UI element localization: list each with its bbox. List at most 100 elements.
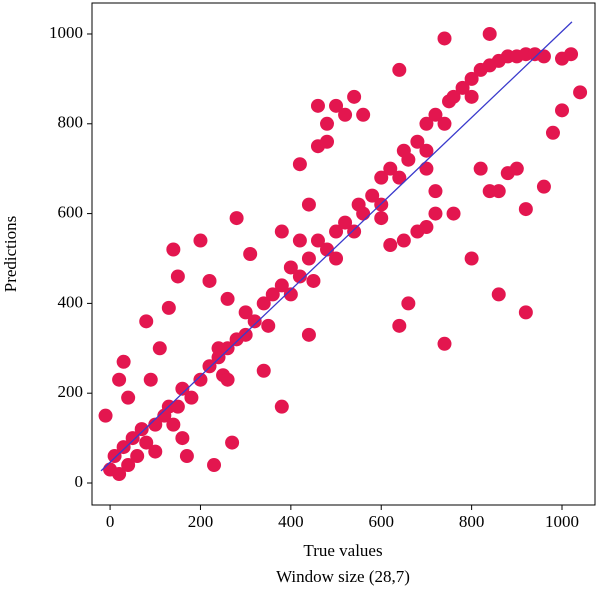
scatter-point bbox=[536, 49, 551, 64]
scatter-point bbox=[238, 327, 253, 342]
scatter-point bbox=[491, 287, 506, 302]
scatter-point bbox=[261, 318, 276, 333]
scatter-point bbox=[116, 354, 131, 369]
scatter-point bbox=[555, 103, 570, 118]
scatter-point bbox=[310, 233, 325, 248]
y-axis-label: Predictions bbox=[1, 216, 20, 293]
scatter-point bbox=[383, 238, 398, 253]
scatter-point bbox=[283, 260, 298, 275]
scatter-point bbox=[292, 269, 307, 284]
scatter-point bbox=[473, 161, 488, 176]
scatter-point bbox=[274, 278, 289, 293]
scatter-point bbox=[401, 152, 416, 167]
scatter-point bbox=[573, 85, 588, 100]
scatter-point bbox=[356, 206, 371, 221]
scatter-point bbox=[536, 179, 551, 194]
scatter-point bbox=[148, 417, 163, 432]
plot-frame bbox=[91, 2, 596, 506]
scatter-point bbox=[134, 422, 149, 437]
scatter-point bbox=[179, 449, 194, 464]
scatter-point bbox=[446, 89, 461, 104]
scatter-point bbox=[491, 184, 506, 199]
scatter-point bbox=[301, 197, 316, 212]
scatter-point bbox=[410, 134, 425, 149]
scatter-point bbox=[564, 47, 579, 62]
x-tick-label: 0 bbox=[106, 512, 115, 531]
fit-line bbox=[100, 21, 573, 472]
scatter-point bbox=[396, 233, 411, 248]
scatter-point bbox=[401, 296, 416, 311]
scatter-point bbox=[175, 431, 190, 446]
scatter-point bbox=[419, 116, 434, 131]
scatter-point bbox=[545, 125, 560, 140]
scatter-point bbox=[238, 305, 253, 320]
scatter-point bbox=[193, 372, 208, 387]
scatter-point bbox=[464, 71, 479, 86]
scatter-point bbox=[139, 435, 154, 450]
scatter-point bbox=[220, 372, 235, 387]
scatter-point bbox=[320, 116, 335, 131]
scatter-point bbox=[338, 215, 353, 230]
scatter-point bbox=[211, 341, 226, 356]
scatter-point bbox=[166, 417, 181, 432]
scatter-point bbox=[518, 202, 533, 217]
scatter-point bbox=[121, 458, 136, 473]
scatter-point bbox=[428, 184, 443, 199]
scatter-point bbox=[446, 206, 461, 221]
scatter-point bbox=[301, 327, 316, 342]
scatter-point bbox=[347, 89, 362, 104]
scatter-point bbox=[225, 435, 240, 450]
caption: Window size (28,7) bbox=[276, 567, 410, 586]
scatter-point bbox=[229, 211, 244, 226]
scatter-point bbox=[509, 161, 524, 176]
scatter-point bbox=[292, 233, 307, 248]
scatter-point bbox=[518, 305, 533, 320]
scatter-point bbox=[419, 220, 434, 235]
scatter-point bbox=[265, 287, 280, 302]
scatter-point bbox=[356, 107, 371, 122]
scatter-point bbox=[166, 242, 181, 257]
scatter-point bbox=[292, 157, 307, 172]
scatter-point bbox=[329, 251, 344, 266]
scatter-point bbox=[392, 318, 407, 333]
scatter-point bbox=[161, 300, 176, 315]
scatter-point bbox=[121, 390, 136, 405]
scatter-point bbox=[274, 399, 289, 414]
scatter-point bbox=[428, 206, 443, 221]
scatter-point bbox=[143, 372, 158, 387]
scatter-point bbox=[98, 408, 113, 423]
scatter-point bbox=[374, 170, 389, 185]
scatter-point bbox=[148, 444, 163, 459]
x-tick-label: 800 bbox=[459, 512, 485, 531]
y-tick-label: 0 bbox=[75, 472, 84, 491]
scatter-point bbox=[310, 98, 325, 113]
scatter-point bbox=[437, 336, 452, 351]
scatter-point bbox=[184, 390, 199, 405]
x-tick-label: 400 bbox=[278, 512, 304, 531]
scatter-point bbox=[247, 314, 262, 329]
scatter-point bbox=[365, 188, 380, 203]
x-tick-label: 1000 bbox=[545, 512, 579, 531]
scatter-point bbox=[419, 143, 434, 158]
scatter-point bbox=[220, 291, 235, 306]
scatter-point bbox=[207, 458, 222, 473]
scatter-point bbox=[274, 224, 289, 239]
x-axis-label: True values bbox=[303, 541, 382, 560]
scatter-point bbox=[392, 62, 407, 77]
scatter-point bbox=[170, 269, 185, 284]
scatter-point bbox=[175, 381, 190, 396]
scatter-point bbox=[392, 170, 407, 185]
scatter-point bbox=[374, 211, 389, 226]
scatter-point bbox=[152, 341, 167, 356]
scatter-point bbox=[243, 247, 258, 261]
scatter-point bbox=[125, 431, 140, 446]
scatter-point bbox=[202, 273, 217, 288]
y-tick-label: 1000 bbox=[49, 23, 83, 42]
scatter-point bbox=[112, 372, 127, 387]
plot-area bbox=[98, 21, 588, 482]
scatter-point bbox=[256, 296, 271, 311]
scatter-point bbox=[437, 116, 452, 131]
scatter-point bbox=[130, 449, 145, 464]
